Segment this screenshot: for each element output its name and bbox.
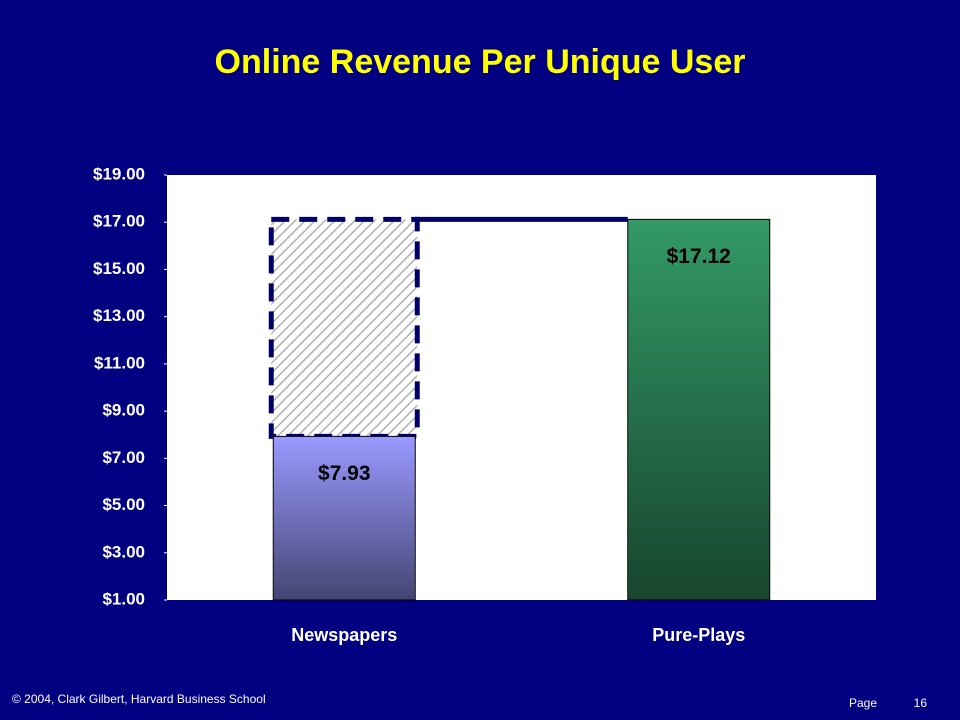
x-tick-label: Newspapers [291,625,397,645]
y-tick-label: $13.00 [93,306,145,325]
bar-shade [273,436,415,600]
y-tick-label: $19.00 [93,164,145,183]
y-tick-label: $11.00 [94,353,145,372]
bar-shade [628,219,770,600]
y-tick-label: $3.00 [102,542,145,561]
value-label: $17.12 [667,245,731,268]
chart-title: Online Revenue Per Unique User [215,43,746,81]
page-label: Page [849,696,877,710]
y-tick-label: $7.00 [102,448,145,467]
y-tick-label: $1.00 [102,589,145,608]
gap-box [268,216,420,439]
y-tick-label: $5.00 [102,495,145,514]
value-label: $7.93 [318,462,371,485]
page-number: 16 [914,696,928,710]
footer-copyright: © 2004, Clark Gilbert, Harvard Business … [12,692,266,706]
x-tick-label: Pure-Plays [652,625,745,645]
y-tick-label: $17.00 [93,212,145,231]
y-tick-label: $15.00 [93,259,145,278]
y-tick-label: $9.00 [102,401,145,420]
